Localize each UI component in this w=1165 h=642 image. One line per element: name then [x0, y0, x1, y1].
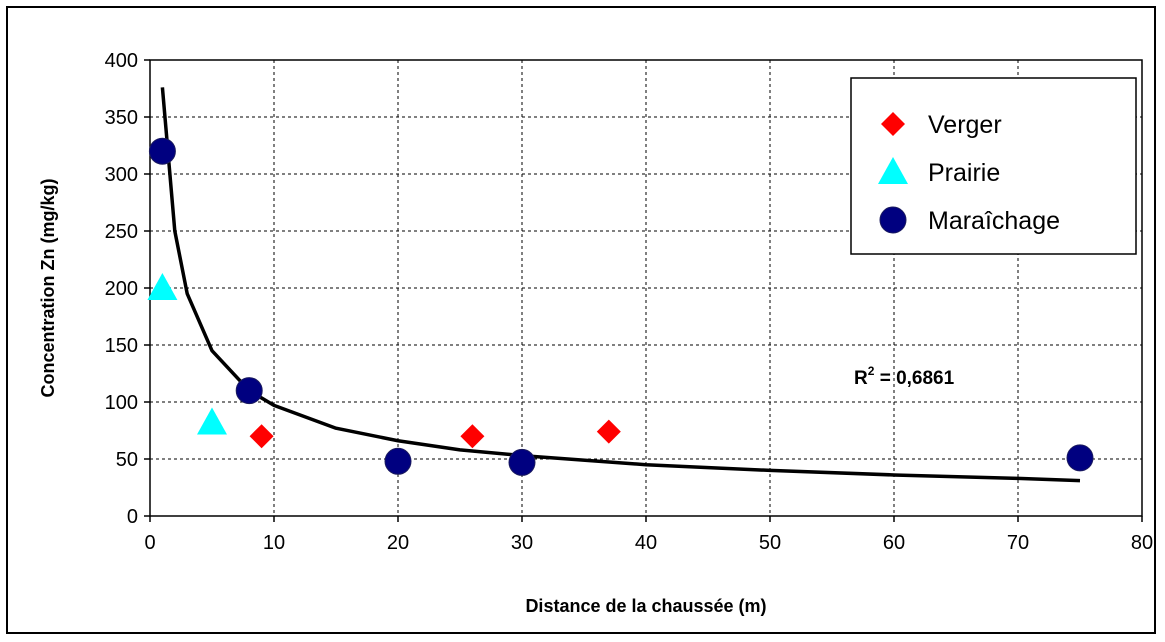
- y-tick-label: 200: [105, 278, 138, 300]
- legend-marker-triangle: [878, 157, 908, 184]
- r-squared-superscript: 2: [868, 364, 875, 378]
- r-squared-annotation: R2 = 0,6861: [854, 364, 955, 389]
- x-axis-label: Distance de la chaussée (m): [525, 596, 766, 616]
- data-point-circle: [148, 137, 176, 165]
- x-tick-label: 0: [144, 532, 155, 554]
- x-tick-label: 50: [759, 532, 781, 554]
- x-tick-label: 20: [387, 532, 409, 554]
- r-squared-value: = 0,6861: [874, 368, 954, 389]
- x-tick-label: 70: [1007, 532, 1029, 554]
- data-point-circle: [1066, 444, 1094, 472]
- y-tick-label: 250: [105, 221, 138, 243]
- data-point-diamond: [460, 424, 485, 449]
- legend: Verger Prairie Maraîchage: [850, 77, 1137, 255]
- y-tick-label: 150: [105, 335, 138, 357]
- legend-label: Verger: [928, 111, 1002, 139]
- legend-marker-diamond: [881, 112, 905, 136]
- x-tick-label: 30: [511, 532, 533, 554]
- legend-marker-circle: [879, 206, 907, 234]
- data-point-circle: [508, 448, 536, 476]
- x-tick-label: 60: [883, 532, 905, 554]
- data-point-circle: [235, 377, 263, 405]
- legend-label: Maraîchage: [928, 207, 1060, 235]
- y-tick-label: 300: [105, 164, 138, 186]
- legend-label: Prairie: [928, 159, 1000, 187]
- trendline: [160, 87, 1081, 483]
- data-point-circle: [384, 447, 412, 475]
- data-point-triangle: [197, 407, 227, 435]
- data-point-diamond: [249, 424, 274, 449]
- chart-svg: 0 10 20 30 40 50 60 70 80 0 50 100 150 200 250 300 350 40…: [38, 50, 1154, 616]
- data-point-triangle: [147, 273, 178, 300]
- chart-frame: 0 10 20 30 40 50 60 70 80 0 50 100 150 200 250 300 350 40…: [6, 6, 1156, 634]
- y-axis-label: Concentration Zn (mg/kg): [38, 179, 58, 398]
- data-markers: [147, 137, 1094, 476]
- y-tick-label: 400: [105, 50, 138, 72]
- y-tick-label: 50: [116, 449, 138, 471]
- data-point-diamond: [596, 419, 621, 444]
- x-tick-label: 40: [635, 532, 657, 554]
- y-tick-label: 0: [127, 506, 138, 528]
- y-tick-label: 100: [105, 392, 138, 414]
- axes: 0 10 20 30 40 50 60 70 80 0 50 100 150 200 250 300 350 40…: [105, 50, 1154, 554]
- trendline-path: [160, 87, 1081, 483]
- x-tick-label: 10: [263, 532, 285, 554]
- r-squared-prefix: R: [854, 368, 868, 389]
- y-tick-label: 350: [105, 107, 138, 129]
- x-tick-label: 80: [1131, 532, 1153, 554]
